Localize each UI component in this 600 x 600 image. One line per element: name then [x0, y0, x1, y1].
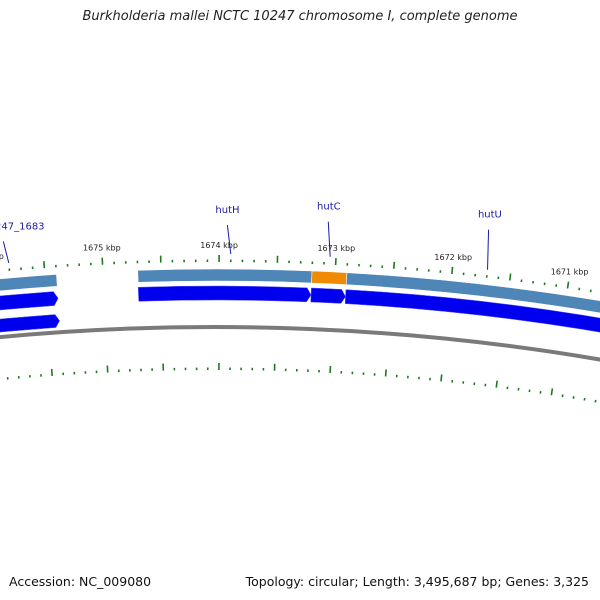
- map-title: Burkholderia mallei NCTC 10247 chromosom…: [82, 9, 518, 24]
- outer-tick-mark: [43, 261, 46, 269]
- cog-feature-block: [345, 272, 600, 314]
- tick-label: 1672 kbp: [434, 253, 472, 262]
- cog-feature-block: [311, 270, 348, 285]
- tick-label: 1673 kbp: [317, 244, 355, 253]
- gene-label: hutU: [478, 210, 502, 221]
- inner-tick-mark: [50, 368, 53, 376]
- inner-tick-mark: [440, 374, 443, 382]
- outer-ruler: [8, 255, 592, 293]
- gene-leader-line: [226, 224, 232, 255]
- tick-label: 1674 kbp: [200, 241, 238, 250]
- outer-tick-mark: [566, 281, 570, 289]
- gene-leader-line: [327, 221, 331, 257]
- tick-label: 1675 kbp: [83, 244, 121, 253]
- tick-labels: 1676 kbp 1675 kbp 1674 kbp 1673 kbp 1672 kbp…: [0, 241, 589, 277]
- accession-label: Accession: NC_009080: [9, 574, 152, 589]
- tick-label: 1671 kbp: [551, 268, 589, 277]
- cog-track: [0, 268, 600, 314]
- genome-summary: Topology: circular; Length: 3,495,687 bp…: [245, 574, 589, 589]
- inner-ruler: [6, 363, 597, 403]
- cds-outer-arrow: [0, 291, 59, 311]
- cds-inner-arrow: [0, 314, 60, 333]
- backbone-track: [0, 325, 600, 362]
- backbone-line: [0, 325, 600, 362]
- gene-label: BMA10247_1683: [0, 221, 45, 232]
- gene-label: hutH: [215, 205, 239, 216]
- inner-tick-mark: [384, 369, 387, 377]
- gene-leader-line: [487, 229, 490, 270]
- cds-outer-arrow: [344, 289, 600, 333]
- cds-track-outer: [0, 285, 600, 333]
- cog-feature-block: [0, 274, 58, 292]
- cds-outer-arrow: [310, 287, 346, 304]
- cds-track-inner: [0, 314, 60, 333]
- gene-label: hutC: [317, 202, 341, 213]
- inner-tick-mark: [550, 388, 554, 396]
- gene-leader-line: [2, 241, 10, 264]
- inner-tick-mark: [495, 380, 498, 388]
- gene-labels: BMA10247_1683hutHhutChutUBMA10247_1678hu…: [0, 202, 502, 270]
- outer-tick-mark: [392, 261, 396, 269]
- tick-label: 1676 kbp: [0, 252, 4, 261]
- cog-feature-block: [137, 268, 313, 284]
- cds-outer-arrow: [138, 285, 312, 303]
- outer-tick-mark: [508, 273, 512, 281]
- outer-tick-mark: [451, 266, 454, 275]
